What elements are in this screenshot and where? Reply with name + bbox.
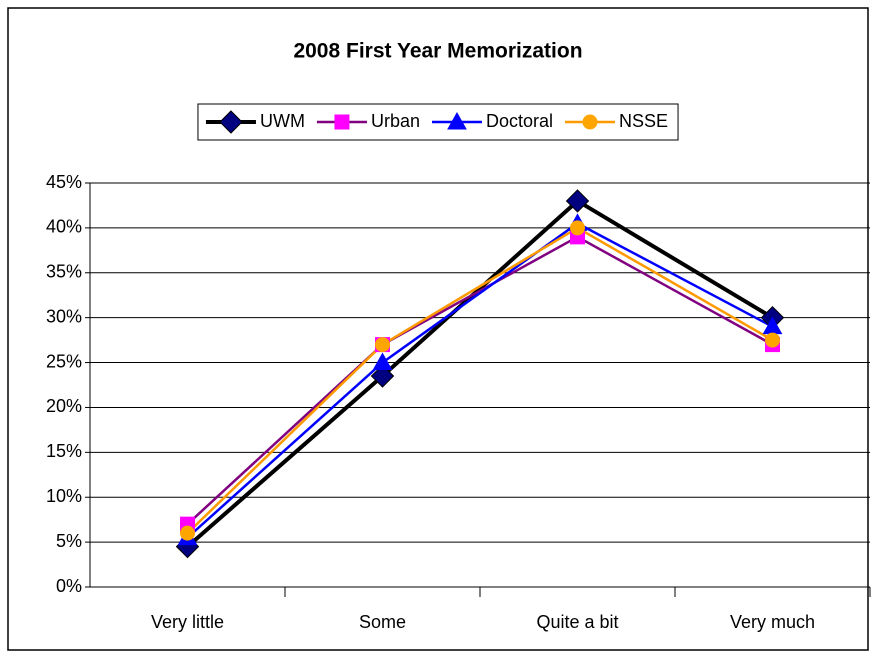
legend-item: NSSE bbox=[565, 111, 668, 131]
y-tick-label: 25% bbox=[46, 351, 82, 371]
x-tick-label: Very much bbox=[730, 612, 815, 632]
data-point bbox=[570, 220, 585, 236]
chart-title: 2008 First Year Memorization bbox=[293, 40, 582, 63]
legend-marker bbox=[334, 114, 350, 130]
series-line bbox=[186, 221, 774, 539]
data-point bbox=[565, 189, 590, 213]
legend-item: UWM bbox=[205, 110, 305, 134]
y-tick-label: 20% bbox=[46, 396, 82, 416]
legend-marker bbox=[219, 110, 243, 134]
y-tick-label: 45% bbox=[46, 172, 82, 192]
data-point bbox=[375, 337, 390, 353]
series-line bbox=[186, 198, 774, 549]
y-tick-label: 5% bbox=[56, 531, 82, 551]
x-tick-label: Some bbox=[359, 612, 406, 632]
legend-label: Doctoral bbox=[486, 111, 553, 131]
legend-label: UWM bbox=[260, 111, 305, 131]
data-point bbox=[180, 525, 195, 541]
y-tick-label: 30% bbox=[46, 306, 82, 326]
x-tick-label: Very little bbox=[151, 612, 224, 632]
series-line bbox=[186, 235, 774, 526]
series-line bbox=[186, 226, 774, 535]
x-tick-label: Quite a bit bbox=[536, 612, 618, 632]
data-point bbox=[370, 364, 395, 388]
y-tick-label: 40% bbox=[46, 217, 82, 237]
data-point bbox=[765, 332, 780, 348]
legend-item: Doctoral bbox=[431, 111, 553, 131]
y-tick-label: 35% bbox=[46, 262, 82, 282]
y-tick-label: 0% bbox=[56, 576, 82, 596]
legend-marker bbox=[447, 111, 467, 130]
y-tick-label: 15% bbox=[46, 441, 82, 461]
legend-label: Urban bbox=[371, 111, 420, 131]
legend-marker bbox=[582, 114, 598, 130]
data-point bbox=[372, 352, 393, 371]
legend-label: NSSE bbox=[619, 111, 668, 131]
legend-item: Urban bbox=[316, 111, 420, 131]
y-tick-label: 10% bbox=[46, 486, 82, 506]
